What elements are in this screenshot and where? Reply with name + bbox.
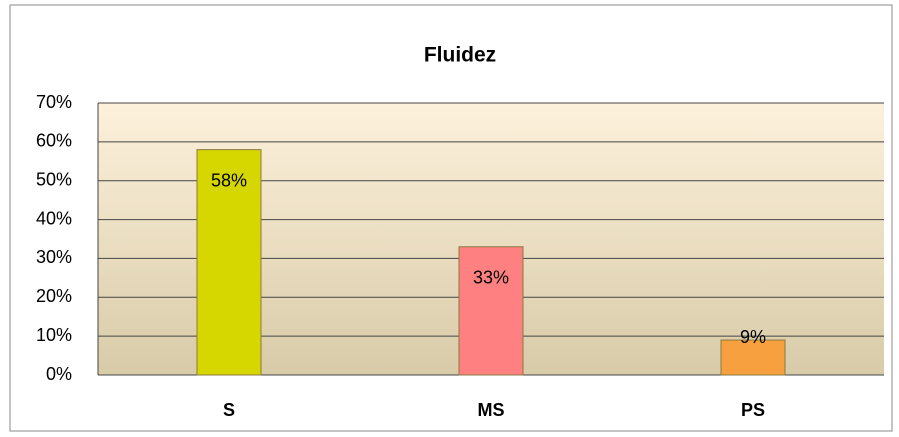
y-tick-label: 20%: [36, 286, 72, 306]
y-tick-label: 60%: [36, 131, 72, 151]
y-tick-label: 40%: [36, 208, 72, 228]
data-label: 33%: [473, 268, 509, 288]
y-tick-label: 0%: [46, 364, 72, 384]
x-tick-label: S: [223, 400, 235, 420]
y-tick-label: 50%: [36, 169, 72, 189]
y-tick-label: 70%: [36, 92, 72, 112]
chart-title: Fluidez: [424, 44, 496, 67]
x-tick-label: PS: [741, 400, 765, 420]
bar: [196, 149, 262, 376]
data-label: 58%: [211, 170, 247, 190]
bar: [720, 339, 786, 376]
x-tick-label: MS: [478, 400, 505, 420]
y-tick-label: 30%: [36, 247, 72, 267]
data-label: 9%: [740, 327, 766, 347]
y-tick-label: 10%: [36, 325, 72, 345]
bar: [458, 246, 524, 376]
